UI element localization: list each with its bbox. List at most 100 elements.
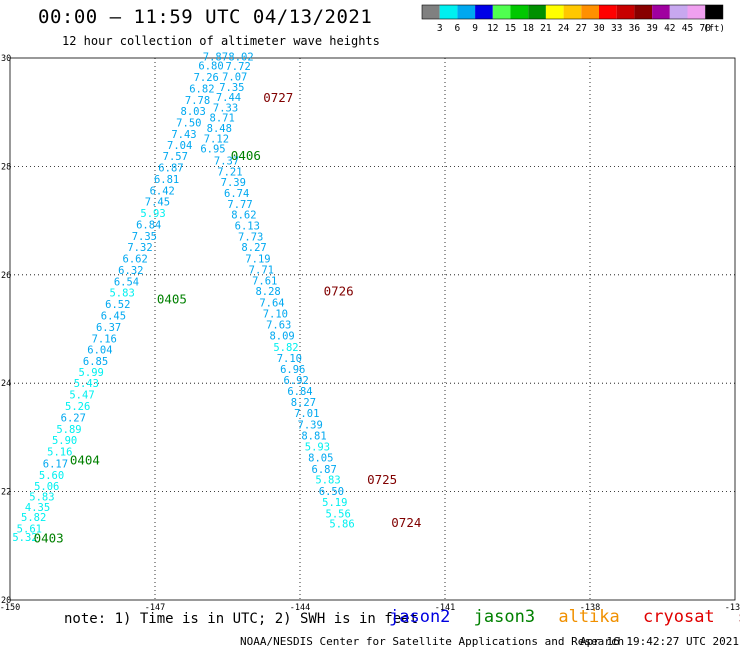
plot-frame: [9, 57, 736, 601]
color-swatch: [545, 5, 564, 19]
y-tick-label: 20: [1, 596, 11, 606]
wave-height-point: 6.37: [96, 322, 121, 334]
legend-jason2: jason2: [389, 607, 451, 627]
wave-height-point: 7.50: [176, 118, 201, 130]
x-tick-label: -141: [435, 603, 455, 613]
wave-height-point: 6.85: [83, 356, 108, 368]
color-scale-unit: (ft): [703, 24, 725, 34]
chart-subtitle: 12 hour collection of altimeter wave hei…: [62, 34, 380, 48]
wave-height-point: 6.62: [123, 254, 148, 266]
color-swatch: [687, 5, 706, 19]
color-swatch: [422, 5, 440, 19]
units-note: note: 1) Time is in UTC; 2) SWH is in fe…: [64, 611, 419, 627]
wave-height-point: 7.72: [225, 61, 250, 73]
wave-height-point: 5.90: [52, 435, 77, 447]
wave-height-point: 5.43: [74, 378, 99, 390]
wave-height-point: 6.81: [154, 174, 179, 186]
wave-height-point: 5.16: [47, 447, 72, 459]
wave-height-point: 7.57: [163, 151, 188, 163]
wave-height-point: 5.06: [34, 481, 59, 493]
wave-height-point: 5.26: [65, 401, 90, 413]
x-tick-label: -147: [145, 603, 165, 613]
wave-height-point: 7.16: [92, 333, 117, 345]
x-tick-label: -135: [725, 603, 740, 613]
wave-height-point: 7.10: [277, 353, 302, 365]
color-scale-label: 9: [472, 23, 478, 34]
wave-height-point: 5.47: [69, 390, 94, 402]
wave-height-point: 8.02: [228, 51, 253, 63]
wave-height-point: 7.63: [266, 320, 291, 332]
pass-time-label: 0405: [157, 292, 187, 307]
wave-height-point: 6.84: [136, 219, 161, 231]
color-scale-label: 36: [629, 23, 641, 34]
color-scale-label: 6: [455, 23, 461, 34]
wave-height-point: 7.73: [238, 231, 263, 243]
wave-height-point: 5.32: [12, 532, 37, 544]
wave-height-point: 6.52: [105, 299, 130, 311]
wave-height-point: 6.27: [61, 412, 86, 424]
generated-timestamp: Apr 16 19:42:27 UTC 2021: [580, 635, 739, 648]
x-tick-label: -138: [580, 603, 600, 613]
wave-height-point: 8.27: [241, 242, 266, 254]
y-tick-label: 28: [1, 162, 11, 172]
wave-height-point: 6.84: [287, 386, 312, 398]
wave-height-point: 6.17: [43, 458, 68, 470]
wave-height-point: 6.54: [114, 276, 139, 288]
wave-height-point: 6.74: [224, 188, 249, 200]
wave-height-point: 6.96: [280, 364, 305, 376]
color-swatch: [581, 5, 599, 19]
y-tick-label: 24: [1, 379, 11, 389]
wave-height-point: 7.35: [132, 231, 157, 243]
color-scale-label: 33: [611, 23, 622, 34]
wave-height-point: 5.99: [79, 367, 104, 379]
wave-height-point: 8.62: [231, 210, 256, 222]
color-swatch: [439, 5, 458, 19]
wave-height-plot: -150 -147 -144 -141 -138 -135 30 28 26 24 22 20 5.32…: [0, 51, 740, 613]
wave-height-point: 7.45: [145, 197, 170, 209]
wave-height-point: 7.78: [185, 95, 210, 107]
color-scale-bar: 3 6 9 12 15 18 21 24 27 30 33 36 39 42 45 70(ft): [421, 4, 725, 34]
wave-height-point: 5.60: [39, 470, 64, 482]
pass-time-label: 0726: [324, 284, 354, 299]
legend-jason3: jason3: [473, 607, 536, 627]
wave-height-point: 5.56: [326, 508, 351, 520]
pass-time-label: 0403: [34, 531, 64, 546]
wave-height-point: 7.12: [204, 133, 229, 145]
wave-height-point: 7.07: [222, 71, 247, 83]
wave-height-point: 8.27: [291, 397, 316, 409]
pass-time-label: 0725: [367, 472, 397, 487]
pass-time-label: 0727: [263, 90, 293, 105]
color-swatch: [634, 5, 653, 19]
wave-height-point: 7.35: [219, 82, 244, 94]
color-scale-label: 24: [558, 23, 570, 34]
wave-height-point: 7.39: [298, 419, 323, 431]
wave-height-point: 5.86: [329, 519, 354, 531]
wave-height-point: 6.42: [150, 185, 175, 197]
x-tick-label: -144: [290, 603, 310, 613]
color-swatch: [616, 5, 635, 19]
wave-height-point: 8.28: [255, 286, 280, 298]
pass-time-label: 0406: [231, 148, 261, 163]
color-scale-label: 12: [487, 23, 498, 34]
color-swatch: [563, 5, 582, 19]
wave-height-point: 7.26: [194, 72, 219, 84]
wave-height-point: 7.10: [263, 308, 288, 320]
color-scale-label: 45: [682, 23, 693, 34]
color-scale-label: 30: [593, 23, 605, 34]
wave-height-point: 8.03: [181, 106, 206, 118]
wave-height-point: 6.87: [158, 163, 183, 175]
wave-height-point: 7.01: [294, 408, 319, 420]
wave-height-point: 5.83: [29, 492, 54, 504]
color-swatch: [669, 5, 688, 19]
wave-height-point: 7.04: [167, 140, 192, 152]
y-tick-label: 26: [1, 271, 11, 281]
wave-height-point: 5.83: [315, 475, 340, 487]
wave-height-point: 5.19: [322, 497, 347, 509]
wave-height-point: 5.93: [305, 442, 330, 454]
credit-line: NOAA/NESDIS Center for Satellite Applica…: [240, 635, 625, 648]
wave-height-point: 7.71: [249, 264, 274, 276]
color-scale-label: 39: [646, 23, 658, 34]
color-scale-label: 70: [699, 23, 711, 34]
color-scale-label: 27: [576, 23, 587, 34]
wave-height-point: 7.43: [171, 129, 196, 141]
